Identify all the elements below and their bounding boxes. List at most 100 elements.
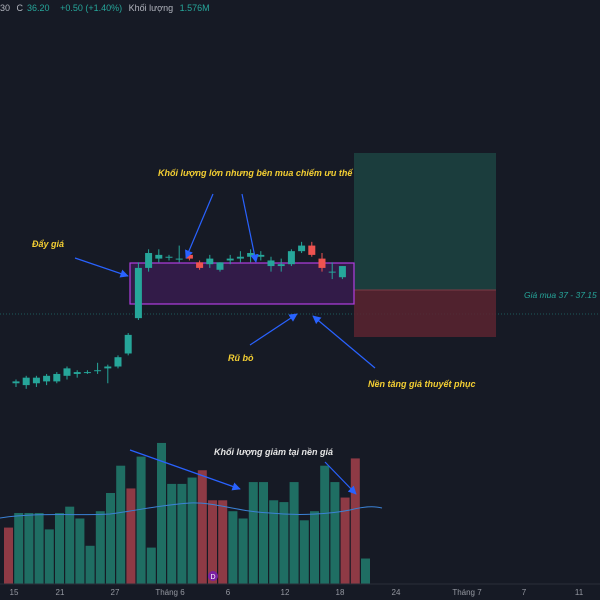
candle-body[interactable] <box>63 368 71 376</box>
volume-bar[interactable] <box>269 500 279 584</box>
volume-bar[interactable] <box>330 482 340 584</box>
candle-body[interactable] <box>257 254 265 257</box>
volume-label: Khối lượng <box>128 3 174 13</box>
volume-bar[interactable] <box>85 545 95 584</box>
annotation-big-volume: Khối lượng lớn nhưng bên mua chiếm ưu th… <box>158 168 353 178</box>
candle-body[interactable] <box>318 258 326 268</box>
volume-bar[interactable] <box>259 482 268 584</box>
candle-body[interactable] <box>328 271 336 273</box>
volume-bar[interactable] <box>65 506 75 584</box>
volume-bar[interactable] <box>167 483 177 584</box>
dividend-marker-label: D <box>210 574 215 581</box>
volume-bar[interactable] <box>157 442 166 584</box>
candle-body[interactable] <box>196 262 204 268</box>
volume-bar[interactable] <box>177 483 187 584</box>
candle-body[interactable] <box>94 370 102 372</box>
candle-body[interactable] <box>22 377 30 386</box>
volume-bar[interactable] <box>14 513 24 584</box>
candle-body[interactable] <box>104 366 112 369</box>
volume-bar[interactable] <box>238 518 248 584</box>
candle-body[interactable] <box>145 253 153 268</box>
arrow-shakeout <box>249 313 298 346</box>
x-tick-label: 6 <box>226 588 231 597</box>
volume-bar[interactable] <box>187 477 197 584</box>
volume-bar[interactable] <box>197 470 207 584</box>
annotation-push: Đẩy giá <box>32 239 64 249</box>
volume-bar[interactable] <box>361 558 370 584</box>
candle-body[interactable] <box>247 253 255 257</box>
close-label: C <box>16 3 24 13</box>
volume-bar[interactable] <box>126 488 136 584</box>
dividend-marker[interactable] <box>208 571 218 581</box>
candle-body[interactable] <box>338 266 346 278</box>
candle-body[interactable] <box>12 381 20 384</box>
x-tick-label: 21 <box>56 588 65 597</box>
candle-body[interactable] <box>226 258 234 261</box>
volume-bar[interactable] <box>44 529 54 584</box>
candle-body[interactable] <box>155 254 163 259</box>
volume-bar[interactable] <box>218 500 228 584</box>
volume-bar[interactable] <box>34 513 44 584</box>
candle-body[interactable] <box>277 264 285 267</box>
close-prefix: 30 <box>0 3 11 13</box>
arrow-push <box>74 257 129 278</box>
volume-bar[interactable] <box>4 527 13 584</box>
x-tick-label: Tháng 7 <box>452 588 482 597</box>
volume-bar[interactable] <box>208 500 217 584</box>
candle-body[interactable] <box>216 262 224 270</box>
candle-body[interactable] <box>114 357 122 367</box>
consolidation-box[interactable] <box>129 262 355 305</box>
annotation-base: Nền tăng giá thuyết phục <box>368 379 476 389</box>
x-tick-label: 11 <box>575 588 584 597</box>
volume-bar[interactable] <box>106 493 115 584</box>
volume-bar[interactable] <box>228 511 238 584</box>
volume-value: 1.576M <box>179 3 210 13</box>
candle-body[interactable] <box>73 372 81 374</box>
target-zone[interactable] <box>354 153 496 290</box>
candle-body[interactable] <box>124 334 132 354</box>
volume-bar[interactable] <box>24 513 34 584</box>
candle-body[interactable] <box>43 375 51 382</box>
candle-body[interactable] <box>267 260 275 267</box>
annotation-vol-decrease: Khối lượng giảm tại nền giá <box>214 447 333 457</box>
volume-bar[interactable] <box>116 465 126 584</box>
volume-bar[interactable] <box>279 502 289 584</box>
x-tick-label: 24 <box>392 588 401 597</box>
arrow-volume-left <box>185 193 214 259</box>
candles-group <box>12 241 346 389</box>
volume-bar[interactable] <box>299 520 309 584</box>
x-axis-ticks: 15 21 27 Tháng 6 6 12 18 24 Tháng 7 7 11 <box>10 588 584 597</box>
volume-bar[interactable] <box>340 497 350 584</box>
arrow-vol-decrease <box>129 449 241 491</box>
arrow-volume-right <box>241 193 259 263</box>
candle-body[interactable] <box>83 372 91 374</box>
volume-bar[interactable] <box>146 547 156 584</box>
candle-body[interactable] <box>287 251 295 265</box>
volume-group <box>4 442 370 584</box>
x-tick-label: Tháng 6 <box>155 588 185 597</box>
volume-bar[interactable] <box>55 513 64 584</box>
candle-body[interactable] <box>308 245 316 255</box>
volume-bar[interactable] <box>310 511 319 584</box>
candle-body[interactable] <box>165 256 173 258</box>
volume-bar[interactable] <box>248 482 258 584</box>
arrow-vol-decrease-right <box>324 461 357 495</box>
x-tick-label: 15 <box>10 588 19 597</box>
volume-bar[interactable] <box>350 458 360 584</box>
candle-body[interactable] <box>53 373 61 382</box>
volume-bar[interactable] <box>320 465 330 584</box>
candle-body[interactable] <box>32 377 40 384</box>
volume-ma-line <box>0 502 383 519</box>
candle-body[interactable] <box>298 245 306 252</box>
volume-bar[interactable] <box>95 511 105 584</box>
candle-body[interactable] <box>134 267 142 319</box>
annotation-shakeout: Rũ bỏ <box>228 353 254 363</box>
candle-body[interactable] <box>236 256 244 259</box>
volume-bar[interactable] <box>136 456 146 584</box>
candle-body[interactable] <box>206 258 214 265</box>
volume-bar[interactable] <box>289 482 299 584</box>
candle-body[interactable] <box>175 258 183 260</box>
stop-zone[interactable] <box>354 290 496 337</box>
volume-bar[interactable] <box>75 518 85 584</box>
